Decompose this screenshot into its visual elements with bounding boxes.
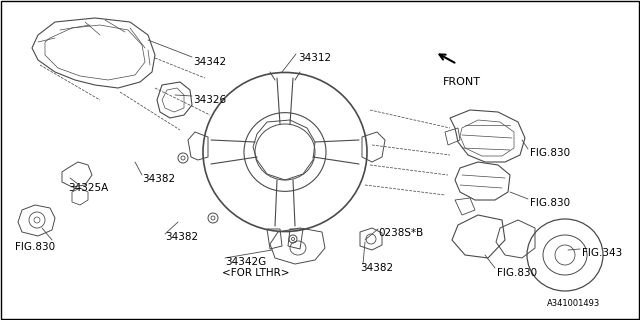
Text: FIG.830: FIG.830 [530,148,570,158]
Text: 34325A: 34325A [68,183,108,193]
Text: <FOR LTHR>: <FOR LTHR> [222,268,289,278]
Text: FIG.830: FIG.830 [497,268,537,278]
Text: FIG.830: FIG.830 [15,242,55,252]
Text: 34326: 34326 [193,95,226,105]
Text: 34382: 34382 [360,263,393,273]
Text: A341001493: A341001493 [547,299,600,308]
Text: 0238S*B: 0238S*B [378,228,423,238]
Text: 34382: 34382 [165,232,198,242]
Text: 34342G: 34342G [225,257,266,267]
Text: 34312: 34312 [298,53,331,63]
Text: FRONT: FRONT [443,77,481,87]
Text: FIG.343: FIG.343 [582,248,622,258]
Text: FIG.830: FIG.830 [530,198,570,208]
Text: 34382: 34382 [142,174,175,184]
Text: 34342: 34342 [193,57,226,67]
